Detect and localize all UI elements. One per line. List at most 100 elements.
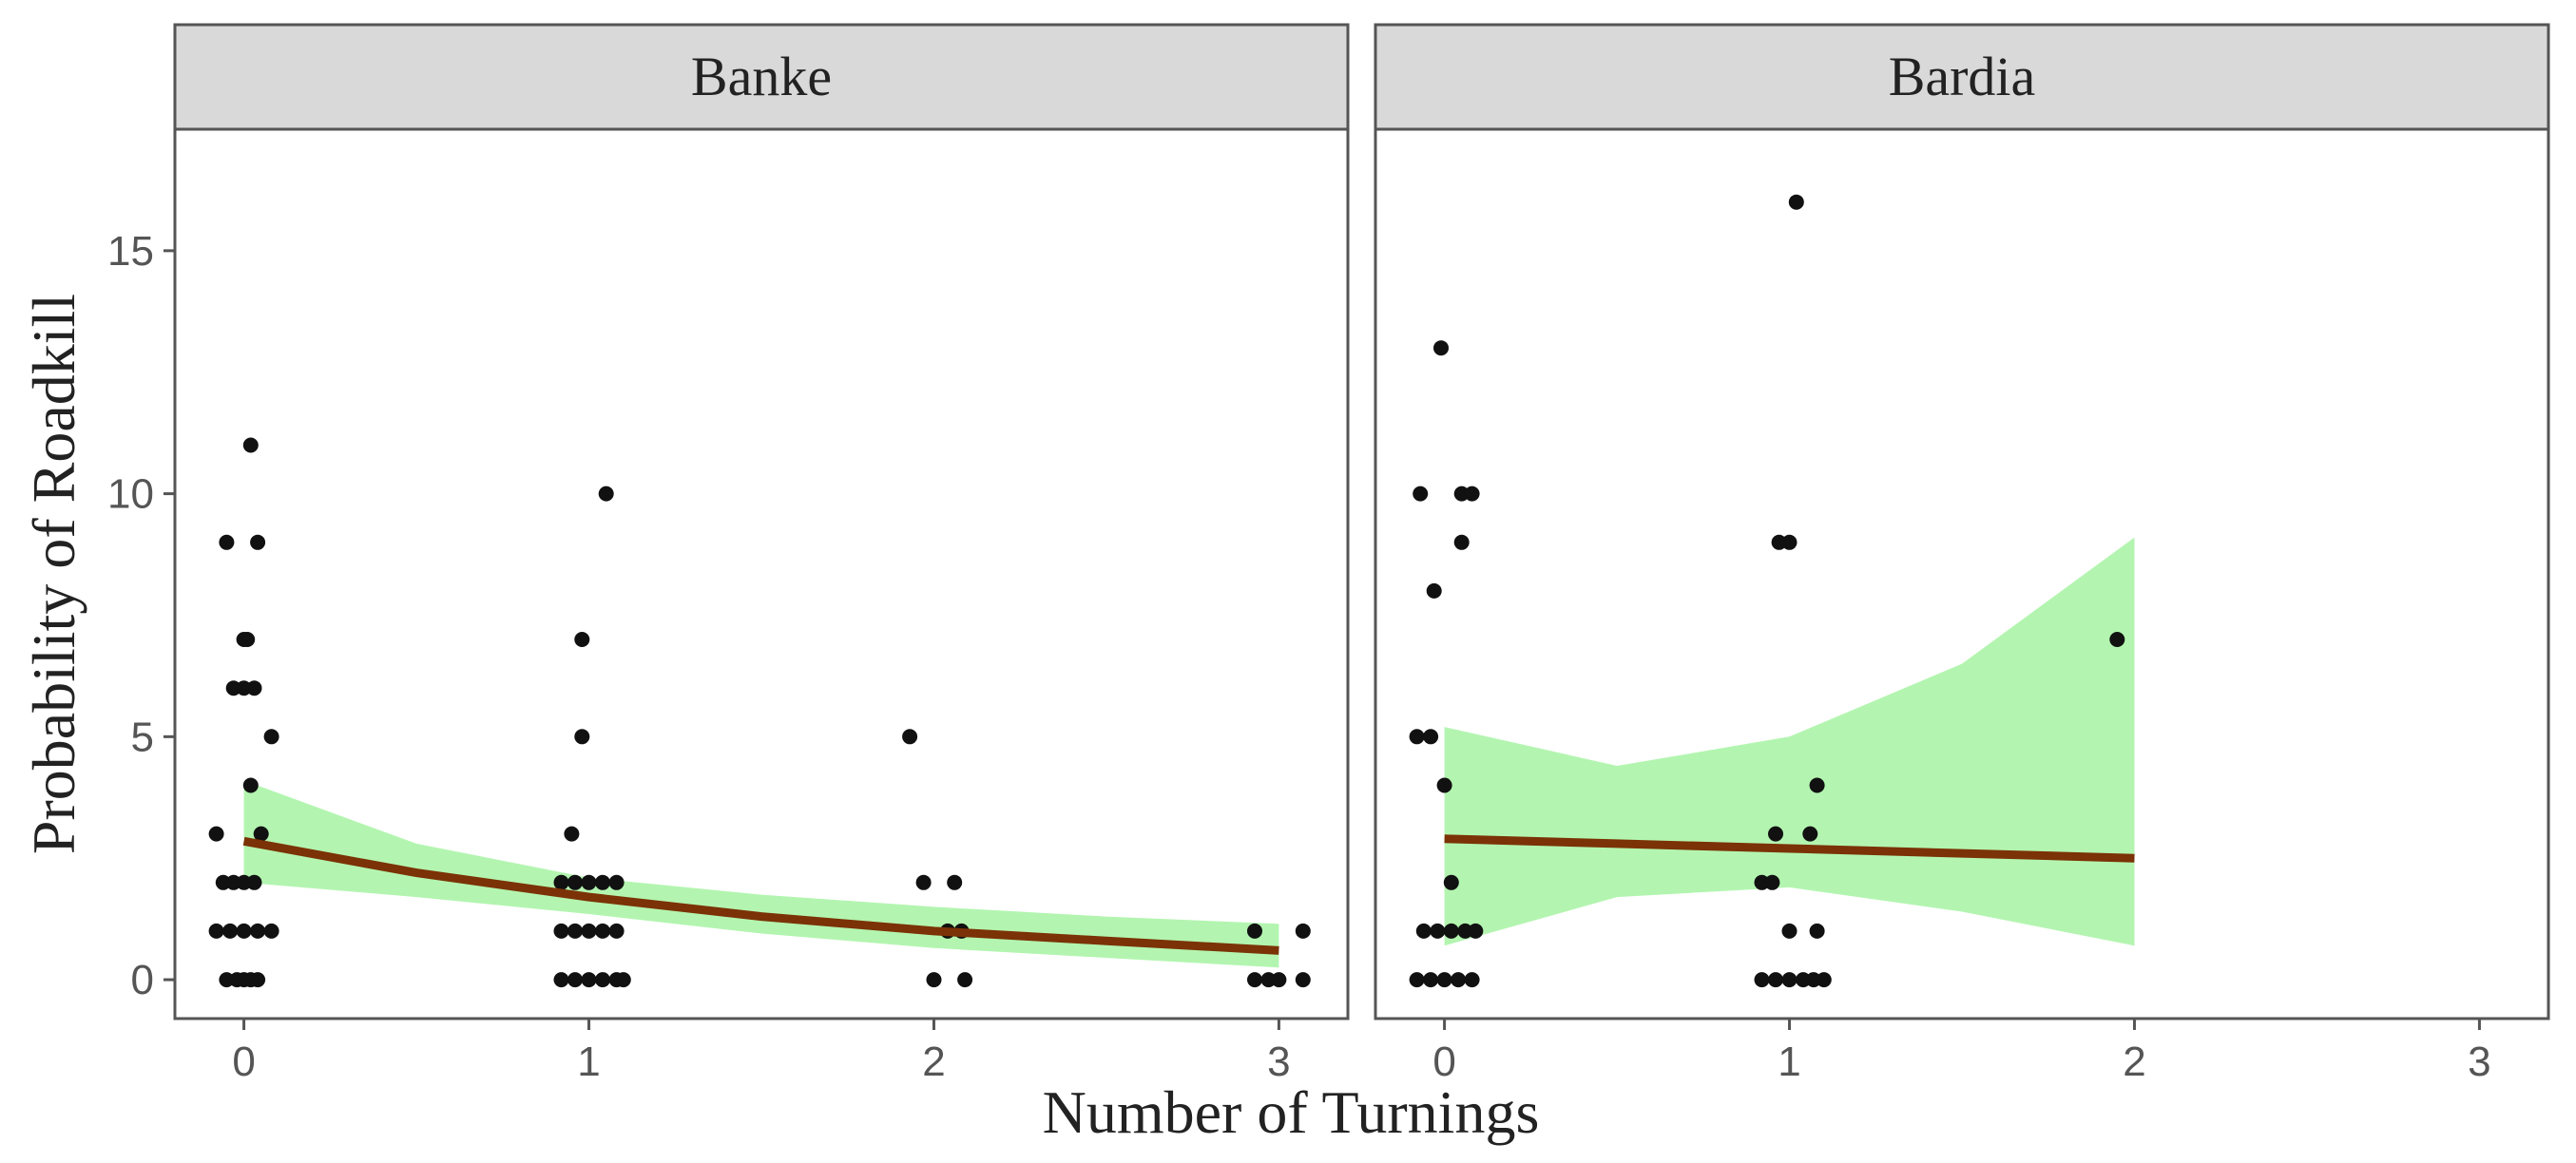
data-point <box>574 729 590 745</box>
data-point <box>564 826 580 842</box>
data-point <box>1413 486 1429 502</box>
data-point <box>1443 923 1459 939</box>
y-axis-title: Probability of Roadkill <box>20 294 87 854</box>
data-point <box>608 874 625 890</box>
data-point <box>222 923 239 939</box>
data-point <box>1433 340 1449 356</box>
data-point <box>1247 972 1262 988</box>
data-point <box>2109 632 2125 647</box>
data-point <box>208 923 224 939</box>
data-point <box>1768 972 1783 988</box>
data-point <box>246 874 262 890</box>
data-point <box>608 923 625 939</box>
data-point <box>581 972 597 988</box>
y-axis: 0 5 10 15 <box>107 228 175 1003</box>
data-point <box>219 534 235 550</box>
data-point <box>1423 972 1439 988</box>
data-point <box>1468 923 1484 939</box>
data-point <box>1809 923 1825 939</box>
data-point <box>253 826 269 842</box>
data-point <box>915 874 932 890</box>
y-tick-label: 10 <box>107 471 154 518</box>
fit-line <box>1444 834 2135 863</box>
x-tick-label: 2 <box>922 1039 945 1085</box>
panel-banke: Banke <box>173 23 1350 1020</box>
x-tick-label: 1 <box>1778 1039 1800 1085</box>
data-point <box>1781 972 1797 988</box>
data-point <box>595 923 610 939</box>
panel-bardia: Bardia <box>1374 23 2550 1020</box>
data-point <box>208 826 224 842</box>
data-point <box>1430 923 1446 939</box>
data-point <box>1247 923 1262 939</box>
data-point <box>615 972 631 988</box>
strip-banke <box>173 23 1350 131</box>
y-tick-label: 0 <box>131 957 154 1003</box>
data-point <box>1436 777 1452 793</box>
data-point <box>1816 972 1832 988</box>
y-tick-label: 15 <box>107 228 154 275</box>
data-point <box>246 680 262 696</box>
data-point <box>250 972 266 988</box>
data-point <box>250 923 266 939</box>
data-point <box>250 534 266 550</box>
data-point <box>236 923 252 939</box>
data-point <box>1802 826 1818 842</box>
data-point <box>263 923 279 939</box>
data-point <box>1781 534 1797 550</box>
data-point <box>1809 777 1825 793</box>
data-point <box>263 729 279 745</box>
data-point <box>1451 972 1467 988</box>
data-point <box>902 729 918 745</box>
data-point <box>1768 826 1783 842</box>
data-point <box>1453 534 1470 550</box>
data-point <box>567 972 583 988</box>
confidence-ribbon <box>243 780 1279 968</box>
y-tick-label: 5 <box>131 714 154 760</box>
data-point <box>1409 972 1425 988</box>
data-point <box>567 923 583 939</box>
data-point <box>1764 874 1780 890</box>
layers-bardia <box>1409 194 2135 988</box>
data-point <box>957 972 973 988</box>
data-point <box>947 874 963 890</box>
x-tick-label: 0 <box>1432 1039 1455 1085</box>
data-point <box>567 874 583 890</box>
data-point <box>926 972 942 988</box>
strip-label-banke: Banke <box>691 46 832 107</box>
data-point <box>595 972 610 988</box>
data-point <box>553 923 569 939</box>
data-point <box>553 874 569 890</box>
x-axis-title: Number of Turnings <box>1043 1078 1540 1146</box>
strip-label-bardia: Bardia <box>1889 46 2036 107</box>
data-point <box>1415 923 1432 939</box>
fit-line <box>242 836 1279 955</box>
x-tick-label: 1 <box>577 1039 600 1085</box>
data-point <box>1409 729 1425 745</box>
data-point <box>240 632 256 647</box>
x-axes: 0 1 2 3 0 1 2 3 <box>232 1019 2491 1085</box>
strip-bardia <box>1374 23 2550 131</box>
layers-banke <box>208 437 1311 988</box>
x-tick-label: 3 <box>1267 1039 1290 1085</box>
data-point <box>1426 582 1442 599</box>
data-point <box>1271 972 1287 988</box>
data-point <box>581 874 597 890</box>
data-point <box>1443 874 1459 890</box>
data-point <box>1781 923 1797 939</box>
data-point <box>595 874 610 890</box>
data-point <box>1295 923 1311 939</box>
data-point <box>1464 972 1480 988</box>
data-point <box>574 632 590 647</box>
data-point <box>1423 729 1439 745</box>
data-point <box>1754 972 1770 988</box>
data-point <box>1788 194 1804 210</box>
data-point <box>242 777 259 793</box>
data-point <box>553 972 569 988</box>
data-point <box>1295 972 1311 988</box>
data-point <box>1436 972 1452 988</box>
data-point <box>598 486 614 502</box>
data-point <box>242 437 259 453</box>
data-point <box>581 923 597 939</box>
